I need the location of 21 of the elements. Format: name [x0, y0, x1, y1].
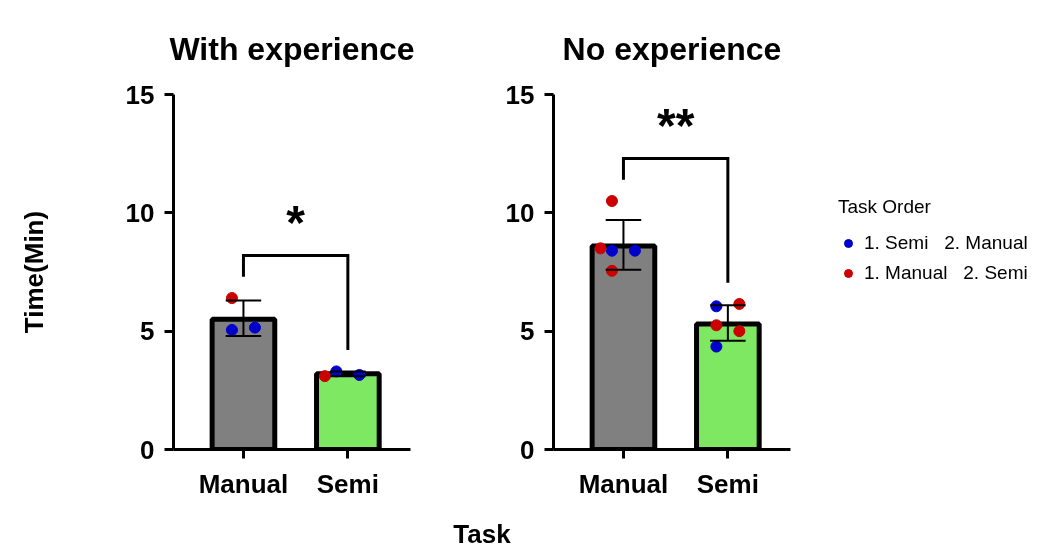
legend-title: Task Order [838, 196, 932, 218]
y-tick-label: 10 [125, 197, 155, 228]
x-axis-title: Task [453, 518, 512, 549]
y-tick-label: 15 [125, 79, 155, 110]
annotation: * [286, 196, 306, 250]
legend-label: 1. Semi 2. Manual [864, 232, 1028, 254]
x-tick-label: Semi [316, 468, 379, 499]
y-tick-label: 15 [505, 79, 535, 110]
y-tick-label: 5 [520, 316, 535, 347]
y-tick-label: 5 [140, 316, 155, 347]
x-tick-label: Semi [696, 468, 759, 499]
x-tick-label: Manual [578, 468, 669, 499]
y-tick-label: 0 [520, 434, 535, 465]
x-tick-label: Manual [198, 468, 289, 499]
y-tick-label: 0 [140, 434, 155, 465]
chart-title: No experience [562, 30, 782, 67]
y-axis-title: Time(Min) [18, 210, 49, 334]
y-tick-label: 10 [505, 197, 535, 228]
legend-label: 1. Manual 2. Semi [864, 262, 1028, 284]
chart-title: With experience [169, 30, 415, 67]
annotation: ** [656, 99, 695, 153]
